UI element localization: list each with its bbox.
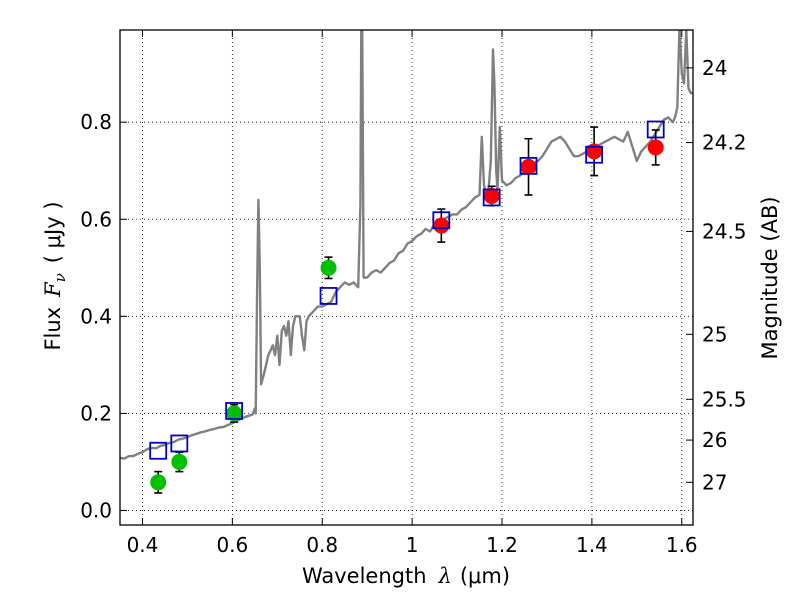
y2-tick-label: 25.5 [702,387,747,411]
observed-point [171,453,188,470]
model-square [482,188,501,207]
x-axis-label: Wavelength λ (μm) [302,564,510,588]
model-square [432,211,451,230]
observed-point [433,217,450,234]
x-tick-label: 1 [406,533,419,557]
x-axis-label-unit: (μm) [460,564,510,588]
x-tick-label: 1.6 [666,533,698,557]
y-tick-label: 0.2 [80,401,112,425]
x-tick-label: 0.4 [127,533,159,557]
ticks: 0.4 0.6 0.8 1 1.2 1.4 1.6 0.0 0.2 0.4 0.6 0.8 24 24.2… [80,30,747,557]
observed-point [647,139,664,156]
y-tick-label: 0.8 [80,110,112,134]
y2-tick-label: 24.5 [702,219,747,243]
observed-point [483,187,500,204]
observed-point [520,158,537,175]
x-tick-label: 0.6 [216,533,248,557]
y2-tick-label: 26 [702,428,727,452]
y2-tick-label: 24.2 [702,131,747,155]
y-axis-label-symbol: F [41,281,65,298]
plot-background [120,30,693,525]
y-axis-label-unit: ( μJy ) [41,201,65,263]
y-tick-label: 0.4 [80,304,112,328]
observed-point [586,143,603,160]
model-square [646,120,665,139]
model-square [170,434,189,453]
y-axis-label-subscript: ν [51,273,69,282]
y2-tick-label: 25 [702,322,727,346]
y-axis-label: Flux Fν ( μJy ) [41,201,69,350]
y-tick-label: 0.0 [80,498,112,522]
model-square [319,287,338,305]
x-tick-label: 0.8 [306,533,338,557]
model-square [519,156,538,175]
x-tick-label: 1.4 [576,533,608,557]
observed-point [320,259,337,276]
marker-layer [149,120,665,494]
model-square [585,145,604,164]
x-tick-label: 1.2 [486,533,518,557]
observed-point [150,474,167,491]
observed-point [226,405,243,422]
x-axis-label-symbol: λ [438,564,452,588]
y-axis-label-text: Flux [41,307,65,351]
y2-axis-label: Magnitude (AB) [758,196,782,359]
grid [120,30,693,525]
y2-tick-label: 27 [702,470,727,494]
model-square [225,402,244,420]
x-axis-label-text: Wavelength [302,564,427,588]
plot-frame [119,29,694,526]
model-square [149,441,168,460]
y2-tick-label: 24 [702,56,727,80]
y-tick-label: 0.6 [80,207,112,231]
